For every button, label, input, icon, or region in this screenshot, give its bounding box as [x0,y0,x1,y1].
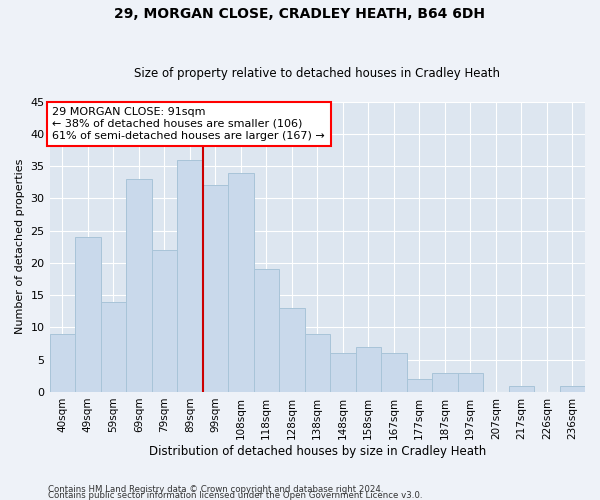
Text: Contains public sector information licensed under the Open Government Licence v3: Contains public sector information licen… [48,491,422,500]
X-axis label: Distribution of detached houses by size in Cradley Heath: Distribution of detached houses by size … [149,444,486,458]
Text: Contains HM Land Registry data © Crown copyright and database right 2024.: Contains HM Land Registry data © Crown c… [48,484,383,494]
Bar [432,372,458,392]
Text: 29, MORGAN CLOSE, CRADLEY HEATH, B64 6DH: 29, MORGAN CLOSE, CRADLEY HEATH, B64 6DH [115,8,485,22]
Bar [305,334,330,392]
Bar [560,386,585,392]
Bar [254,270,279,392]
Bar [101,302,126,392]
Bar [50,334,75,392]
Bar [458,372,483,392]
Text: 29 MORGAN CLOSE: 91sqm
← 38% of detached houses are smaller (106)
61% of semi-de: 29 MORGAN CLOSE: 91sqm ← 38% of detached… [52,108,325,140]
Bar [330,353,356,392]
Bar [228,172,254,392]
Y-axis label: Number of detached properties: Number of detached properties [15,159,25,334]
Bar [509,386,534,392]
Bar [152,250,177,392]
Bar [203,186,228,392]
Bar [177,160,203,392]
Bar [75,237,101,392]
Bar [126,179,152,392]
Title: Size of property relative to detached houses in Cradley Heath: Size of property relative to detached ho… [134,66,500,80]
Bar [279,308,305,392]
Bar [407,379,432,392]
Bar [356,347,381,392]
Bar [381,353,407,392]
